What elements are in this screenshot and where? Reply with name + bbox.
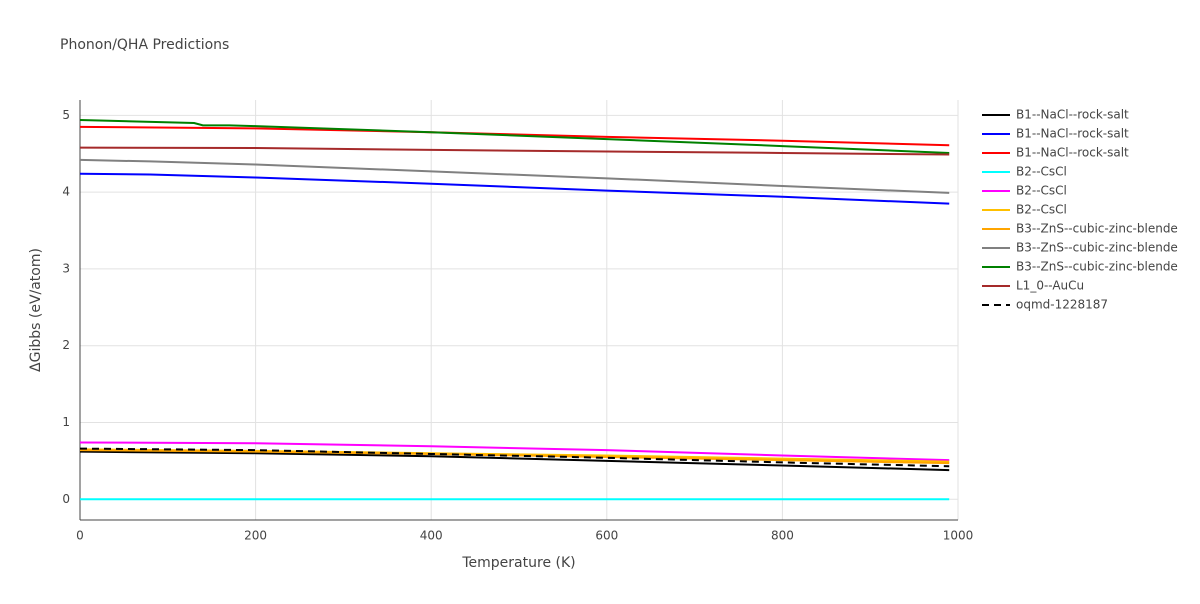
y-tick-label: 5 [62, 108, 70, 122]
x-tick-label: 600 [595, 529, 618, 543]
legend-label: L1_0--AuCu [1016, 279, 1084, 293]
legend-label: B1--NaCl--rock-salt [1016, 108, 1129, 122]
legend-label: B2--CsCl [1016, 165, 1067, 179]
series-line [79, 449, 950, 465]
series-line [79, 158, 950, 194]
series-line [79, 447, 950, 468]
x-tick-label: 1000 [943, 529, 974, 543]
series-line [79, 146, 950, 156]
x-tick-label: 0 [76, 529, 84, 543]
legend-label: B2--CsCl [1016, 203, 1067, 217]
legend-label: B2--CsCl [1016, 184, 1067, 198]
legend-label: B3--ZnS--cubic-zinc-blende [1016, 222, 1178, 236]
legend-label: B3--ZnS--cubic-zinc-blende [1016, 241, 1178, 255]
chart-title: Phonon/QHA Predictions [60, 37, 229, 53]
series-line [79, 118, 950, 154]
series-line [79, 441, 950, 462]
legend-label: B1--NaCl--rock-salt [1016, 127, 1129, 141]
legend-label: oqmd-1228187 [1016, 298, 1108, 312]
series-line [79, 450, 950, 472]
series-line [79, 125, 950, 147]
y-tick-label: 0 [62, 492, 70, 506]
x-tick-label: 800 [771, 529, 794, 543]
y-tick-label: 1 [62, 415, 70, 429]
series-line [79, 172, 950, 205]
y-tick-label: 2 [62, 338, 70, 352]
y-tick-label: 4 [62, 185, 70, 199]
x-tick-label: 400 [420, 529, 443, 543]
y-axis-label: ΔGibbs (eV/atom) [28, 248, 44, 372]
x-tick-label: 200 [244, 529, 267, 543]
x-axis-label: Temperature (K) [461, 555, 575, 571]
legend-label: B3--ZnS--cubic-zinc-blende [1016, 260, 1178, 274]
legend-label: B1--NaCl--rock-salt [1016, 146, 1129, 160]
y-tick-label: 3 [62, 261, 70, 275]
